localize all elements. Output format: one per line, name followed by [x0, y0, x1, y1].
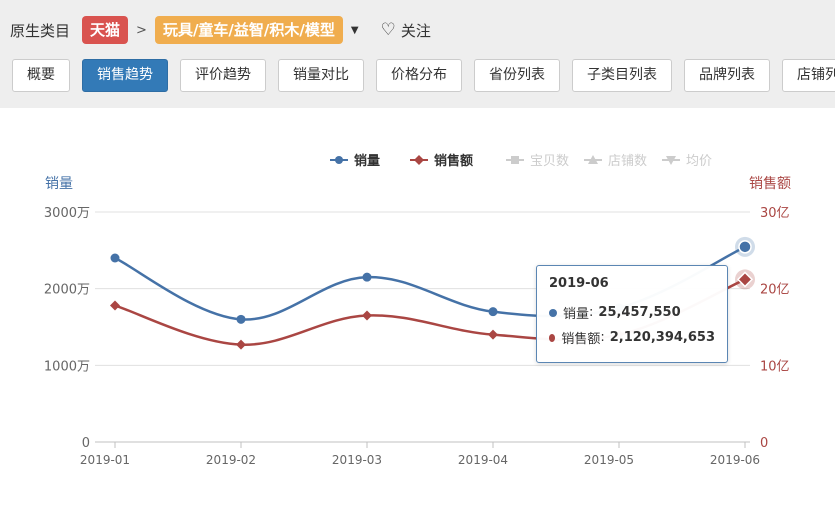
y-right-tick-label: 30亿 [760, 206, 790, 221]
x-tick-label: 2019-02 [206, 453, 256, 467]
legend-triangle-down-marker [666, 156, 676, 165]
tooltip-row: 销售额: 2,120,394,653 [549, 328, 715, 347]
data-point[interactable] [738, 240, 752, 254]
legend-item[interactable]: 宝贝数 [506, 154, 569, 169]
tooltip-series-value: 2,120,394,653 [609, 330, 715, 345]
tab-brand-list[interactable]: 品牌列表 [684, 59, 770, 92]
y-left-tick-label: 2000万 [44, 283, 90, 298]
tab-overview[interactable]: 概要 [12, 59, 70, 92]
tab-price-distribution[interactable]: 价格分布 [376, 59, 462, 92]
legend-item[interactable]: 销量 [330, 153, 380, 169]
tab-bar: 概要 销售趋势 评价趋势 销量对比 价格分布 省份列表 子类目列表 品牌列表 店… [12, 59, 835, 92]
tooltip-series-dot [549, 308, 557, 317]
tooltip-series-name: 销售额 [561, 332, 601, 347]
tooltip-row: 销量: 25,457,550 [549, 303, 715, 322]
legend-label: 销量 [354, 153, 380, 169]
x-tick-label: 2019-06 [710, 453, 760, 467]
y-axis-right-title: 销售额 [749, 176, 791, 192]
data-point[interactable] [362, 272, 372, 282]
data-point[interactable] [488, 329, 498, 340]
x-tick-label: 2019-01 [80, 453, 130, 467]
legend-item[interactable]: 店铺数 [584, 154, 647, 169]
y-right-tick-label: 10亿 [760, 359, 790, 374]
tooltip-series-name: 销量 [563, 307, 590, 322]
x-tick-label: 2019-03 [332, 453, 382, 467]
tab-subcategory-list[interactable]: 子类目列表 [572, 59, 672, 92]
legend-item[interactable]: 均价 [662, 154, 712, 169]
platform-tag[interactable]: 天猫 [82, 16, 129, 44]
caret-down-icon[interactable]: ▼ [350, 24, 359, 36]
x-tick-label: 2019-04 [458, 453, 508, 467]
sales-trend-chart: 0 0 1000万 10亿 2000万 20亿 3000万 30亿 2019-01 2019-02… [44, 153, 791, 467]
category-tag[interactable]: 玩具/童车/益智/积木/模型 [154, 16, 343, 44]
heart-icon: ♡ [380, 20, 396, 40]
data-point[interactable] [362, 310, 372, 321]
legend-label: 均价 [686, 154, 712, 169]
y-left-tick-label: 1000万 [44, 359, 90, 374]
tab-review-trend[interactable]: 评价趋势 [180, 59, 266, 92]
legend-diamond-marker [414, 155, 424, 165]
breadcrumb-separator: > [136, 22, 147, 38]
tooltip-title: 2019-06 [549, 276, 609, 291]
legend-label: 店铺数 [608, 154, 647, 169]
tab-sales-compare[interactable]: 销量对比 [278, 59, 364, 92]
top-bar: 原生类目 天猫 > 玩具/童车/益智/积木/模型 ▼ ♡ 关注 概要 销售趋势 … [0, 0, 835, 108]
legend-triangle-marker [588, 155, 598, 164]
legend-circle-marker [335, 156, 343, 164]
follow-label: 关注 [400, 21, 431, 40]
data-point[interactable] [236, 314, 246, 324]
y-axis-left-title: 销量 [45, 176, 73, 192]
legend-square-marker [511, 156, 519, 164]
breadcrumb: 原生类目 天猫 > 玩具/童车/益智/积木/模型 ▼ ♡ 关注 [10, 13, 431, 47]
tab-shop-list[interactable]: 店铺列表 [782, 59, 835, 92]
legend-item[interactable]: 销售额 [410, 153, 473, 169]
legend-label: 销售额 [434, 153, 473, 169]
data-point[interactable] [488, 307, 498, 317]
y-left-tick-label: 3000万 [44, 206, 90, 221]
x-tick-label: 2019-05 [584, 453, 634, 467]
data-point[interactable] [110, 300, 120, 311]
tab-province-list[interactable]: 省份列表 [474, 59, 560, 92]
tab-sales-trend[interactable]: 销售趋势 [82, 59, 168, 92]
y-right-tick-label: 20亿 [760, 283, 790, 298]
chart-tooltip: 2019-06 销量: 25,457,550 销售额: 2,120,394,65… [536, 265, 728, 363]
tooltip-series-dot [549, 333, 556, 342]
y-left-tick-label: 0 [82, 436, 90, 451]
category-source-label: 原生类目 [10, 21, 71, 40]
data-point[interactable] [236, 339, 246, 350]
tooltip-series-value: 25,457,550 [598, 305, 681, 320]
data-point[interactable] [736, 271, 754, 288]
data-point[interactable] [110, 253, 120, 263]
legend-label: 宝贝数 [530, 154, 569, 169]
follow-button[interactable]: ♡ 关注 [381, 20, 431, 41]
y-right-tick-label: 0 [760, 436, 768, 451]
